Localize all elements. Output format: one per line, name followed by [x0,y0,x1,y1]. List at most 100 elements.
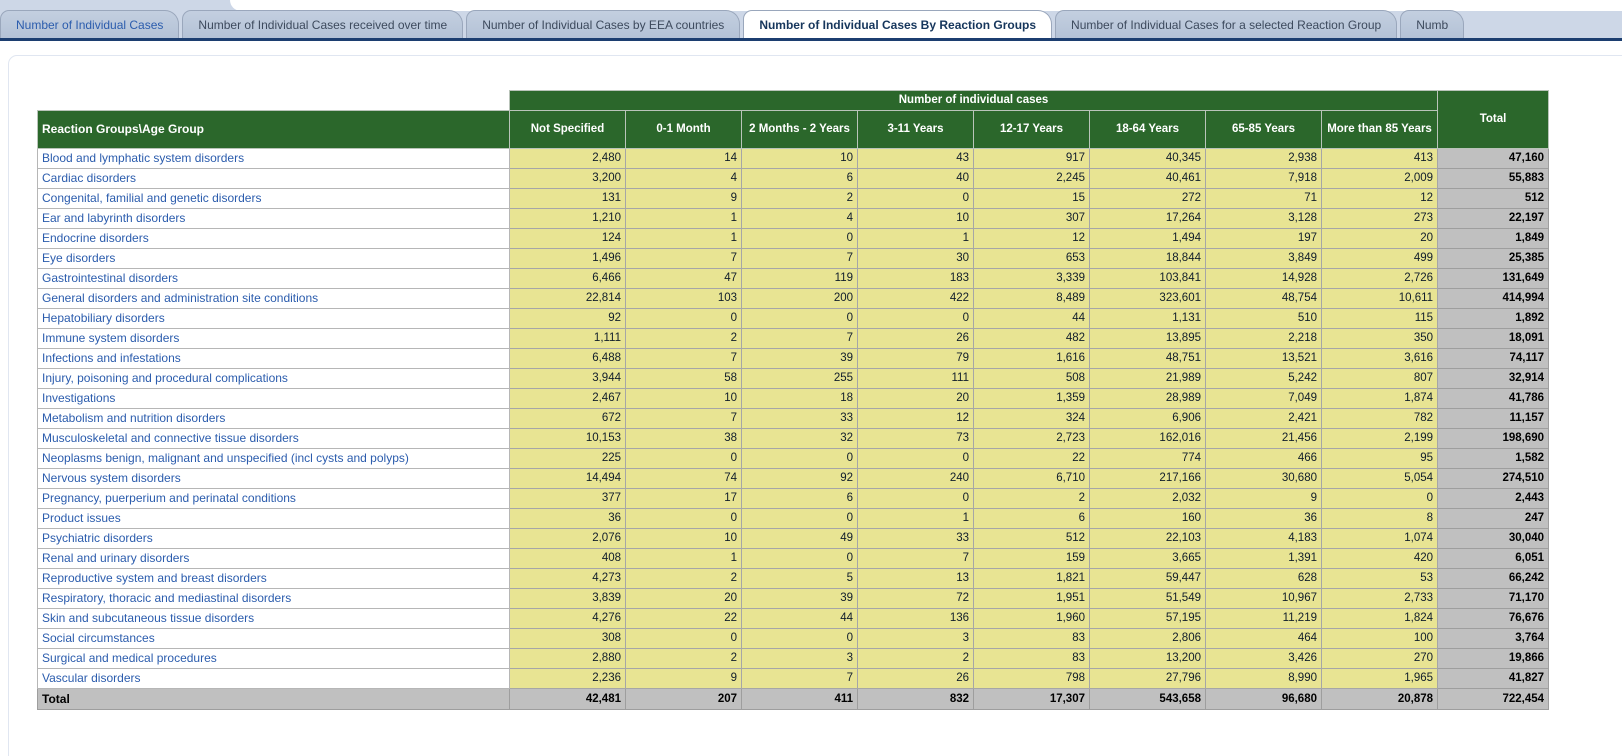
case-count-cell: 1,391 [1205,548,1322,569]
case-count-cell: 12 [857,408,974,429]
tab-bar-divider [0,38,1622,41]
case-count-cell: 3 [741,648,858,669]
dashboard-tab-2[interactable]: Number of Individual Cases received over… [182,10,464,38]
case-count-cell: 2 [625,648,742,669]
reaction-group-link[interactable]: Product issues [37,508,510,529]
case-count-cell: 3 [857,628,974,649]
case-count-cell: 92 [509,308,626,329]
dashboard-tab-5[interactable]: Number of Individual Cases for a selecte… [1055,10,1398,38]
reaction-group-link[interactable]: Nervous system disorders [37,468,510,489]
table-row: Musculoskeletal and connective tissue di… [37,428,1550,449]
case-count-cell: 58 [625,368,742,389]
case-count-cell: 17 [625,488,742,509]
case-count-cell: 20 [1320,228,1439,249]
dashboard-tab-3[interactable]: Number of Individual Cases by EEA countr… [466,10,741,38]
case-count-cell: 1,494 [1089,228,1206,249]
case-count-cell: 10,967 [1205,588,1322,609]
reaction-group-link[interactable]: Reproductive system and breast disorders [37,568,510,589]
reaction-group-link[interactable]: Pregnancy, puerperium and perinatal cond… [37,488,510,509]
column-total-cell: 17,307 [973,688,1090,710]
case-count-cell: 3,839 [509,588,626,609]
case-count-cell: 21,989 [1089,368,1206,389]
case-count-cell: 272 [1089,188,1206,209]
row-total-cell: 41,786 [1437,388,1550,409]
reaction-group-link[interactable]: Neoplasms benign, malignant and unspecif… [37,448,510,469]
case-count-cell: 14 [625,148,742,169]
case-count-cell: 119 [741,268,858,289]
case-count-cell: 20 [857,388,974,409]
case-count-cell: 47 [625,268,742,289]
reaction-group-link[interactable]: Skin and subcutaneous tissue disorders [37,608,510,629]
case-count-cell: 350 [1320,328,1439,349]
case-count-cell: 2 [625,328,742,349]
case-count-cell: 499 [1320,248,1439,269]
table-row: Ear and labyrinth disorders 1,210 1 4 10 307 1… [37,208,1550,229]
case-count-cell: 2,480 [509,148,626,169]
row-total-cell: 1,582 [1437,448,1550,469]
case-count-cell: 672 [509,408,626,429]
case-count-cell: 7,918 [1205,168,1322,189]
dashboard-tab-6[interactable]: Numb [1400,10,1465,38]
case-count-cell: 1,496 [509,248,626,269]
case-count-cell: 1 [625,228,742,249]
case-count-cell: 10,611 [1320,288,1439,309]
reaction-group-link[interactable]: Metabolism and nutrition disorders [37,408,510,429]
case-count-cell: 10 [741,148,858,169]
reaction-group-link[interactable]: Eye disorders [37,248,510,269]
reaction-group-link[interactable]: Social circumstances [37,628,510,649]
case-count-cell: 6 [741,488,858,509]
case-count-cell: 7,049 [1205,388,1322,409]
case-count-cell: 2 [857,648,974,669]
reaction-group-link[interactable]: Blood and lymphatic system disorders [37,148,510,169]
row-total-cell: 66,242 [1437,568,1550,589]
reaction-group-link[interactable]: Gastrointestinal disorders [37,268,510,289]
reaction-group-link[interactable]: Surgical and medical procedures [37,648,510,669]
content-panel-border [8,55,1622,756]
case-count-cell: 0 [625,508,742,529]
case-count-cell: 422 [857,288,974,309]
case-count-cell: 2,009 [1320,168,1439,189]
reaction-group-link[interactable]: Renal and urinary disorders [37,548,510,569]
reaction-group-link[interactable]: Immune system disorders [37,328,510,349]
case-count-cell: 1 [857,508,974,529]
total-column-header: Total [1437,90,1550,149]
table-row: Renal and urinary disorders 408 1 0 7 159 3,66… [37,548,1550,569]
reaction-group-link[interactable]: Psychiatric disorders [37,528,510,549]
reaction-group-link[interactable]: Cardiac disorders [37,168,510,189]
case-count-cell: 7 [857,548,974,569]
case-count-cell: 1,210 [509,208,626,229]
case-count-cell: 1,874 [1320,388,1439,409]
reaction-group-link[interactable]: Ear and labyrinth disorders [37,208,510,229]
reaction-groups-table: Number of individual cases Total Reactio… [37,90,1550,710]
case-count-cell: 36 [509,508,626,529]
case-count-cell: 2,236 [509,668,626,689]
reaction-group-link[interactable]: Vascular disorders [37,668,510,689]
case-count-cell: 1,960 [973,608,1090,629]
case-count-cell: 2,726 [1320,268,1439,289]
case-count-cell: 420 [1320,548,1439,569]
case-count-cell: 14,928 [1205,268,1322,289]
case-count-cell: 9 [625,668,742,689]
case-count-cell: 11,219 [1205,608,1322,629]
dashboard-tab-4[interactable]: Number of Individual Cases By Reaction G… [743,10,1053,38]
case-count-cell: 324 [973,408,1090,429]
reaction-group-link[interactable]: Investigations [37,388,510,409]
case-count-cell: 5 [741,568,858,589]
case-count-cell: 5,054 [1320,468,1439,489]
reaction-group-link[interactable]: Hepatobiliary disorders [37,308,510,329]
reaction-group-link[interactable]: Endocrine disorders [37,228,510,249]
case-count-cell: 1,074 [1320,528,1439,549]
reaction-group-link[interactable]: Injury, poisoning and procedural complic… [37,368,510,389]
reaction-group-link[interactable]: General disorders and administration sit… [37,288,510,309]
reaction-group-link[interactable]: Musculoskeletal and connective tissue di… [37,428,510,449]
reaction-group-link[interactable]: Respiratory, thoracic and mediastinal di… [37,588,510,609]
dashboard-tab-1[interactable]: Number of Individual Cases [0,10,180,38]
reaction-group-link[interactable]: Congenital, familial and genetic disorde… [37,188,510,209]
case-count-cell: 103 [625,288,742,309]
case-count-cell: 8,489 [973,288,1090,309]
case-count-cell: 30,680 [1205,468,1322,489]
reaction-group-link[interactable]: Infections and infestations [37,348,510,369]
case-count-cell: 6 [973,508,1090,529]
case-count-cell: 18 [741,388,858,409]
grand-total-row: Total 42,481 207 411 832 17,307 543,658 96,680 2… [37,688,1550,710]
